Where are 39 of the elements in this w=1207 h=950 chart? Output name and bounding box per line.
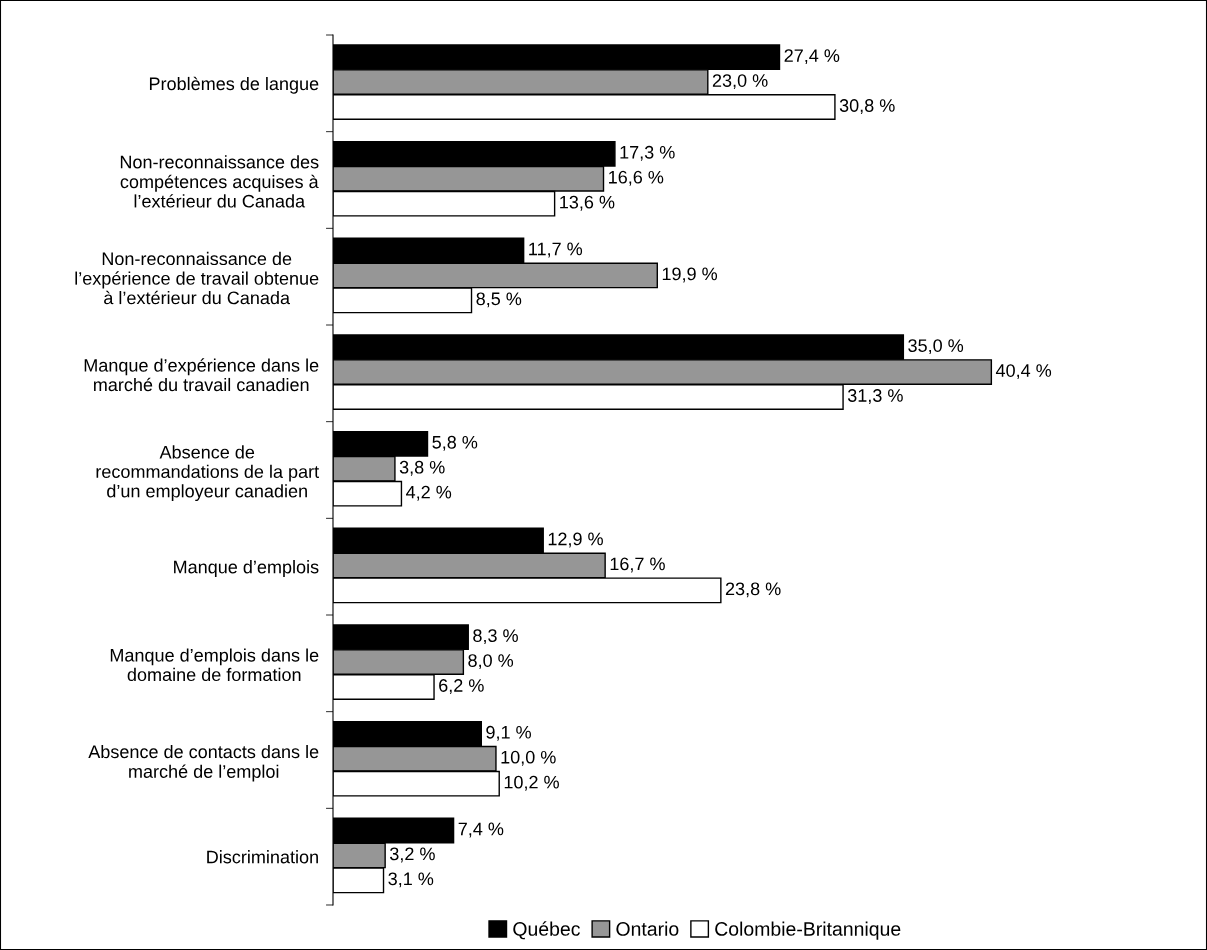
legend-label: Québec [513, 921, 580, 940]
data-label: 4,2 % [406, 485, 452, 501]
data-label: 30,8 % [839, 99, 895, 115]
data-label: 16,6 % [609, 170, 664, 186]
data-label: 10,0 % [501, 750, 556, 766]
data-label: 8,5 % [476, 292, 522, 308]
data-label: 9,1 % [486, 725, 531, 741]
data-label: 23,0 % [712, 74, 768, 90]
legend-label: Ontario [616, 921, 679, 936]
data-label: 11,7 % [529, 242, 583, 258]
data-label: 13,6 % [560, 195, 615, 211]
data-label: 17,3 % [620, 145, 675, 161]
legend-label: Colombie-Britannique [715, 921, 901, 940]
data-label: 16,7 % [610, 557, 665, 573]
y-tick-label: Absence de recommandations de la part d’un employeur canadien [96, 445, 319, 502]
data-label: 10,2 % [504, 775, 559, 791]
y-tick-label: Manque d’emplois dans le domaine de formation [110, 648, 319, 682]
y-tick-label: Non-reconnaissance des compétences acquises à l’extérieur du Canada [120, 155, 319, 208]
data-label: 8,0 % [468, 654, 514, 670]
data-label: 3,8 % [399, 460, 445, 476]
data-label: 3,2 % [390, 847, 435, 863]
data-label: 23,8 % [725, 582, 781, 598]
data-label: 8,3 % [473, 629, 518, 645]
data-label: 27,4 % [784, 49, 840, 65]
y-tick-label: Problèmes de langue [149, 76, 319, 94]
data-label: 35,0 % [908, 339, 964, 355]
data-label: 6,2 % [439, 679, 484, 695]
data-label: 5,8 % [432, 435, 478, 451]
data-label: 31,3 % [847, 389, 903, 405]
y-tick-label: Discrimination [207, 850, 318, 864]
data-label: 3,1 % [388, 872, 434, 888]
y-tick-label: Non-reconnaissance de l’expérience de travail obtenue à l’extérieur du Canada [75, 251, 319, 305]
y-tick-label: Absence de contacts dans le marché de l’emploi [88, 744, 319, 782]
data-label: 12,9 % [548, 532, 603, 548]
data-label: 19,9 % [662, 267, 718, 283]
data-label: 7,4 % [458, 822, 504, 838]
y-tick-label: Manque d’emplois [174, 560, 319, 577]
y-tick-label: Manque d’expérience dans le marché du travail canadien [84, 358, 319, 392]
data-label: 40,4 % [995, 364, 1052, 380]
